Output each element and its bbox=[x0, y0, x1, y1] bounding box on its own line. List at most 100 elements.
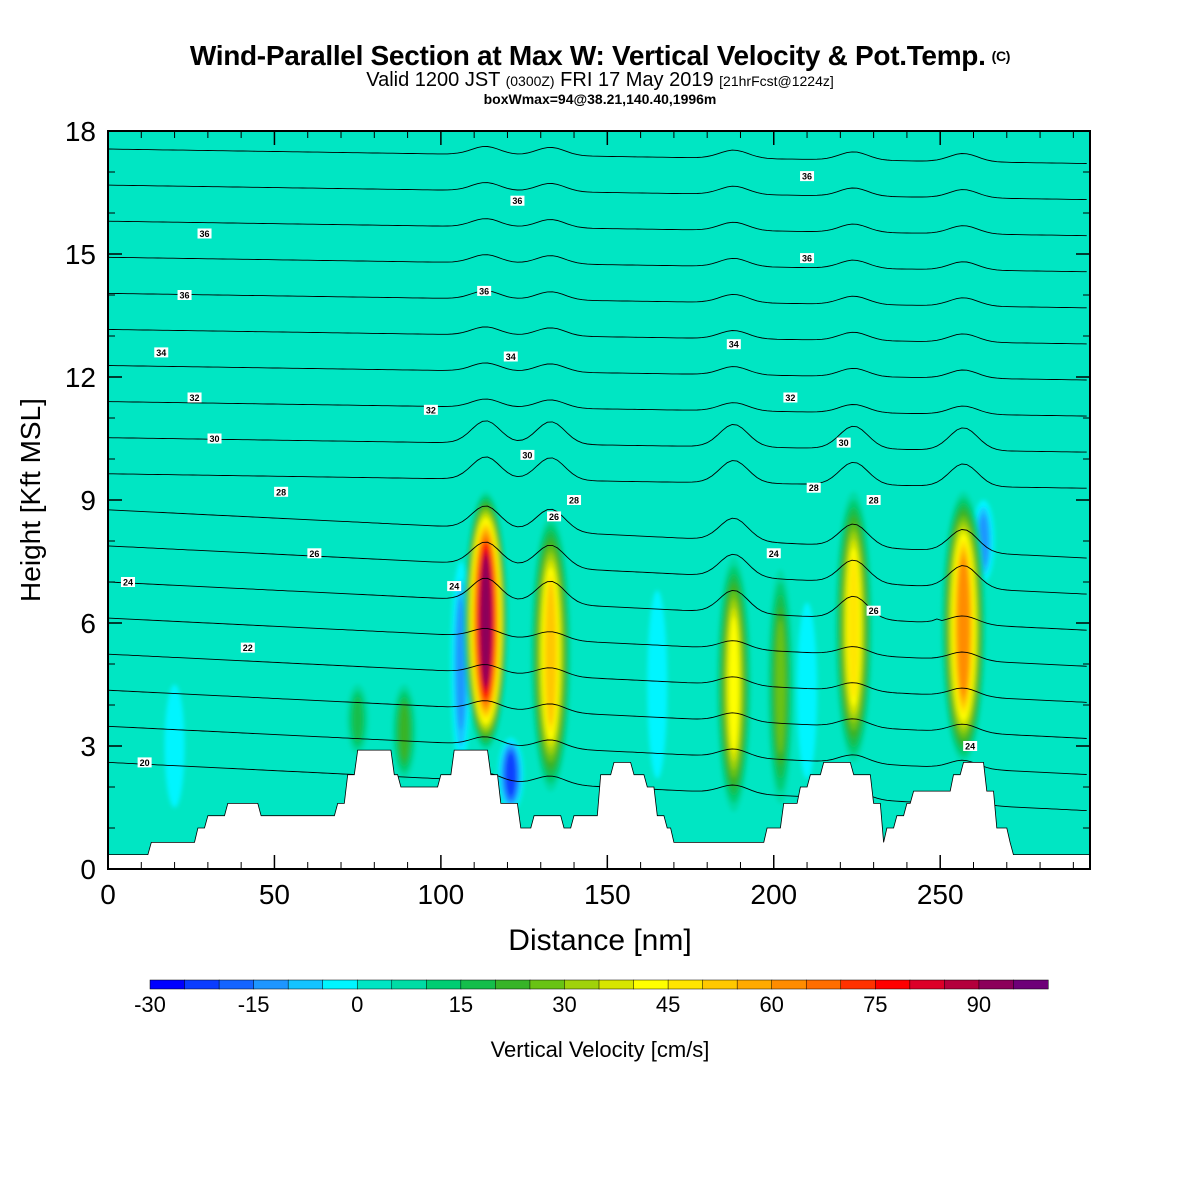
theta-contour-line bbox=[108, 182, 1087, 201]
colorbar-tick-label: -15 bbox=[238, 992, 270, 1017]
contour-label-bg bbox=[866, 605, 881, 616]
contour-label-bg bbox=[963, 741, 978, 751]
contour-label: 28 bbox=[567, 495, 582, 506]
contour-label-bg bbox=[567, 495, 582, 505]
colorbar-swatch bbox=[564, 979, 600, 990]
downdraft-cell bbox=[497, 737, 524, 812]
contour-label: 34 bbox=[154, 347, 169, 358]
valid-prefix: Valid 1200 JST bbox=[366, 69, 501, 91]
contour-label-bg bbox=[240, 642, 255, 653]
contour-label-bg bbox=[477, 285, 492, 296]
contour-label-bg bbox=[806, 482, 821, 493]
contour-label: 32 bbox=[783, 392, 798, 403]
contour-label-text: 20 bbox=[140, 758, 150, 768]
colorbar-swatch bbox=[944, 979, 980, 990]
theta-contour-line bbox=[108, 541, 1087, 595]
colorbar-swatch bbox=[391, 979, 427, 990]
chart-titles: Wind-Parallel Section at Max W: Vertical… bbox=[0, 40, 1200, 107]
contour-label-bg bbox=[766, 548, 781, 559]
x-tick-label: 0 bbox=[100, 879, 116, 910]
contour-label-text: 30 bbox=[522, 450, 532, 460]
y-tick-label: 15 bbox=[65, 239, 96, 270]
contour-label-bg bbox=[197, 228, 212, 239]
colorbar-swatch bbox=[426, 979, 462, 990]
contour-label-bg bbox=[423, 404, 438, 415]
contour-label-text: 36 bbox=[512, 196, 522, 206]
updraft-cell bbox=[835, 491, 873, 763]
contour-label: 24 bbox=[120, 577, 135, 588]
contour-label-text: 34 bbox=[506, 352, 516, 362]
contour-label-bg bbox=[120, 577, 135, 587]
colorbar-swatch bbox=[495, 979, 531, 990]
valid-date: FRI 17 May 2019 bbox=[560, 69, 714, 91]
contour-label: 26 bbox=[866, 605, 881, 616]
contour-label-bg bbox=[726, 339, 741, 350]
contour-label-bg bbox=[154, 347, 169, 358]
theta-contour-line bbox=[108, 398, 1087, 417]
contour-label: 36 bbox=[800, 171, 815, 182]
downdraft-cell-level bbox=[164, 684, 185, 808]
contour-label-text: 26 bbox=[549, 512, 559, 522]
forecast-info: [21hrFcst@1224z] bbox=[719, 73, 834, 89]
copyright-mark: (C) bbox=[991, 48, 1011, 64]
colorbar-tick-label: 30 bbox=[552, 992, 576, 1017]
contour-label-text: 30 bbox=[839, 438, 849, 448]
updraft-cell bbox=[463, 491, 508, 751]
contour-label: 30 bbox=[520, 449, 535, 460]
contour-label: 26 bbox=[307, 548, 322, 559]
downdraft-cell-level bbox=[797, 602, 818, 779]
updraft-cell bbox=[530, 516, 571, 792]
colorbar-tick-label: 0 bbox=[351, 992, 363, 1017]
contour-label-bg bbox=[137, 757, 152, 768]
colorbar-label: Vertical Velocity [cm/s] bbox=[491, 1037, 710, 1062]
theta-contour-line bbox=[108, 456, 1087, 489]
contour-label-text: 34 bbox=[729, 340, 739, 350]
theta-contour-line bbox=[108, 362, 1087, 381]
theta-contour-line bbox=[108, 110, 1087, 127]
x-tick-label: 200 bbox=[750, 879, 797, 910]
colorbar-swatch bbox=[702, 979, 738, 990]
contour-label-text: 36 bbox=[479, 286, 489, 296]
contour-label-bg bbox=[510, 195, 525, 206]
downdraft-cell-level bbox=[647, 590, 668, 779]
downdraft-cell bbox=[164, 684, 185, 808]
contour-label-text: 24 bbox=[965, 742, 975, 752]
colorbar-swatch bbox=[633, 979, 669, 990]
colorbar-tick-label: 60 bbox=[759, 992, 783, 1017]
updraft-cell-level bbox=[545, 582, 556, 726]
contour-label-text: 22 bbox=[243, 643, 253, 653]
contour-label-bg bbox=[800, 253, 815, 264]
contour-label: 22 bbox=[240, 642, 255, 653]
contour-label-text: 32 bbox=[426, 405, 436, 415]
box-wmax-info: boxWmax=94@38.21,140.40,1996m bbox=[483, 91, 717, 107]
colorbar-swatch bbox=[736, 979, 773, 990]
contour-label: 36 bbox=[177, 290, 192, 301]
contour-label-bg bbox=[547, 511, 562, 522]
theta-contour-line bbox=[108, 689, 1087, 739]
colorbar-swatch bbox=[805, 979, 842, 990]
colorbar-tick-label: -30 bbox=[134, 992, 166, 1017]
plot-background bbox=[108, 131, 1090, 869]
contour-label: 28 bbox=[274, 486, 289, 497]
contour-label-bg bbox=[503, 351, 518, 362]
updraft-cell-level bbox=[958, 557, 969, 697]
updraft-cell bbox=[941, 491, 986, 763]
colorbar: -30 -15 0 15 30 45 60 75 90 bbox=[134, 979, 1049, 1017]
terrain-profile bbox=[108, 749, 1090, 869]
theta-contour-line bbox=[108, 146, 1087, 164]
contour-label: 34 bbox=[503, 351, 518, 362]
updraft-cell bbox=[346, 684, 369, 755]
x-tick-label: 100 bbox=[418, 879, 465, 910]
contour-label-text: 24 bbox=[123, 578, 133, 588]
theta-contour-line bbox=[108, 326, 1087, 345]
x-tick-label: 250 bbox=[917, 879, 964, 910]
x-axis-label: Distance [nm] bbox=[508, 924, 691, 957]
theta-contour-line bbox=[108, 725, 1087, 775]
colorbar-swatch bbox=[598, 979, 635, 990]
colorbar-swatch bbox=[529, 979, 566, 990]
valid-utc: (0300Z) bbox=[505, 73, 555, 89]
colorbar-swatch bbox=[184, 979, 220, 990]
contour-label: 30 bbox=[207, 433, 222, 444]
